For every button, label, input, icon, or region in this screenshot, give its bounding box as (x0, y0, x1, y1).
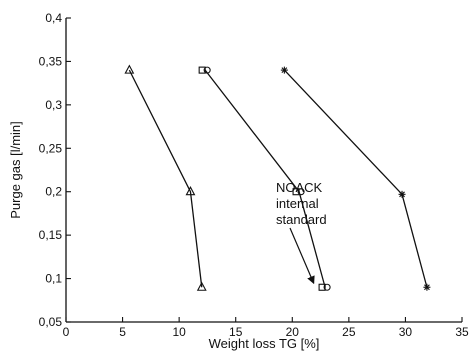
circle-marker (203, 66, 211, 74)
y-tick-label: 0,4 (45, 11, 62, 25)
triangle-marker (196, 281, 207, 291)
x-tick-label: 5 (119, 325, 126, 339)
x-tick-label: 15 (229, 325, 243, 339)
x-tick-label: 30 (399, 325, 413, 339)
x-tick-label: 0 (63, 325, 70, 339)
y-tick-label: 0,2 (45, 185, 62, 199)
star-marker (280, 66, 288, 74)
x-tick-label: 35 (455, 325, 469, 339)
triangle-marker (185, 186, 196, 196)
series-1 (124, 64, 207, 291)
annotation-text: NOACK (276, 180, 323, 195)
y-tick-label: 0,05 (39, 315, 63, 329)
y-tick-label: 0,15 (39, 228, 63, 242)
square-marker (292, 188, 300, 196)
y-tick-label: 0,25 (39, 141, 63, 155)
triangle-marker (124, 64, 135, 74)
axes: 0 5 10 15 20 25 30 35 0,05 0,1 0,15 0,2 0,25 0,3 0,35 0… (39, 11, 469, 339)
series-layer (124, 64, 431, 291)
square-marker (318, 283, 326, 291)
series-3 (280, 66, 431, 291)
x-tick-label: 25 (342, 325, 356, 339)
series-line (204, 69, 326, 288)
star-marker (398, 190, 406, 198)
circle-marker (297, 188, 305, 196)
annotation-arrow (289, 227, 315, 285)
y-tick-label: 0,1 (45, 272, 62, 286)
x-tick-label: 10 (172, 325, 186, 339)
star-stroke (424, 284, 430, 291)
series-line (283, 69, 428, 288)
series-line (128, 69, 203, 288)
square-marker (198, 66, 206, 74)
series-2 (198, 66, 331, 291)
y-axis-title: Purge gas [l/min] (8, 121, 23, 219)
x-axis-title: Weight loss TG [%] (209, 336, 320, 351)
y-tick-label: 0,3 (45, 98, 62, 112)
star-marker (423, 283, 431, 291)
annotation-text: internal (276, 196, 319, 211)
x-tick-label: 20 (286, 325, 300, 339)
circle-marker (323, 283, 331, 291)
annotation-text: standard (276, 212, 327, 227)
star-stroke (281, 67, 288, 74)
star-stroke (399, 191, 405, 198)
y-tick-label: 0,35 (39, 54, 63, 68)
